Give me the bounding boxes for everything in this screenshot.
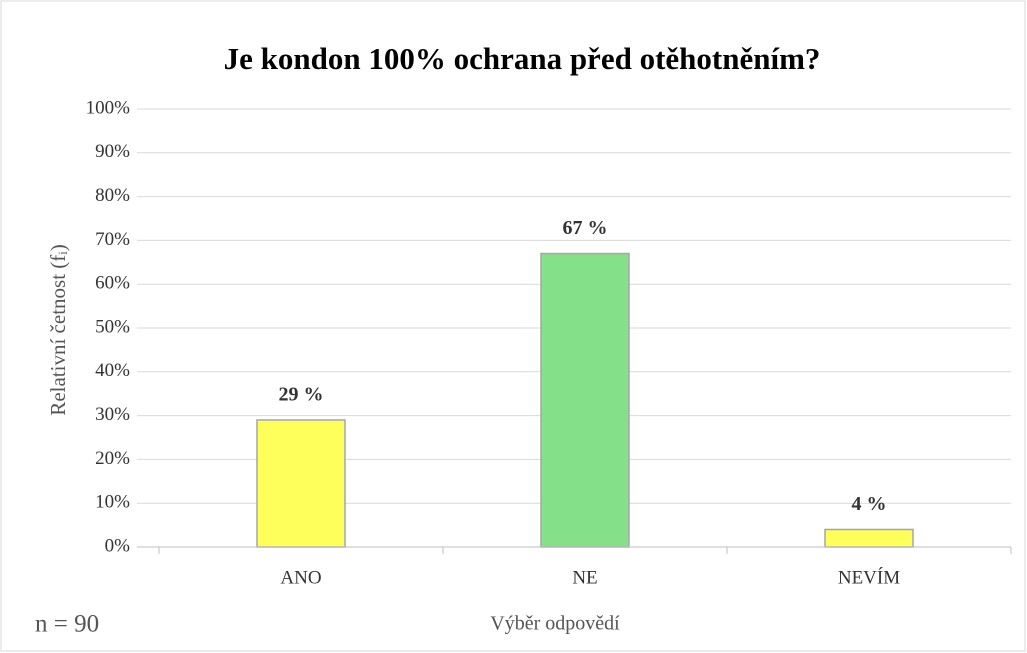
y-tick-label: 90% xyxy=(95,141,130,162)
y-tick-label: 0% xyxy=(105,535,131,556)
bar xyxy=(824,528,914,548)
y-tick-label: 60% xyxy=(95,273,130,294)
data-label: 4 % xyxy=(852,493,887,515)
y-axis-title: Relativní četnost (fᵢ) xyxy=(46,244,70,415)
bar xyxy=(540,252,630,548)
y-tick-label: 10% xyxy=(95,492,130,513)
bar xyxy=(256,419,346,548)
y-tick-label: 100% xyxy=(86,97,131,118)
y-tick-label: 20% xyxy=(95,448,130,469)
x-tick-label: NE xyxy=(572,567,597,588)
y-tick-label: 70% xyxy=(95,229,130,250)
y-tick-label: 80% xyxy=(95,185,130,206)
chart-title: Je kondon 100% ochrana před otěhotněním? xyxy=(224,41,821,76)
data-label: 67 % xyxy=(563,217,608,239)
annotation: n = 90 xyxy=(35,611,99,638)
y-tick-label: 30% xyxy=(95,404,130,425)
x-axis-title: Výběr odpovědí xyxy=(490,613,620,635)
x-tick-label: ANO xyxy=(280,567,321,588)
y-tick-label: 40% xyxy=(95,360,130,381)
y-tick-label: 50% xyxy=(95,316,130,337)
x-tick-label: NEVÍM xyxy=(838,566,900,588)
data-label: 29 % xyxy=(279,384,324,406)
